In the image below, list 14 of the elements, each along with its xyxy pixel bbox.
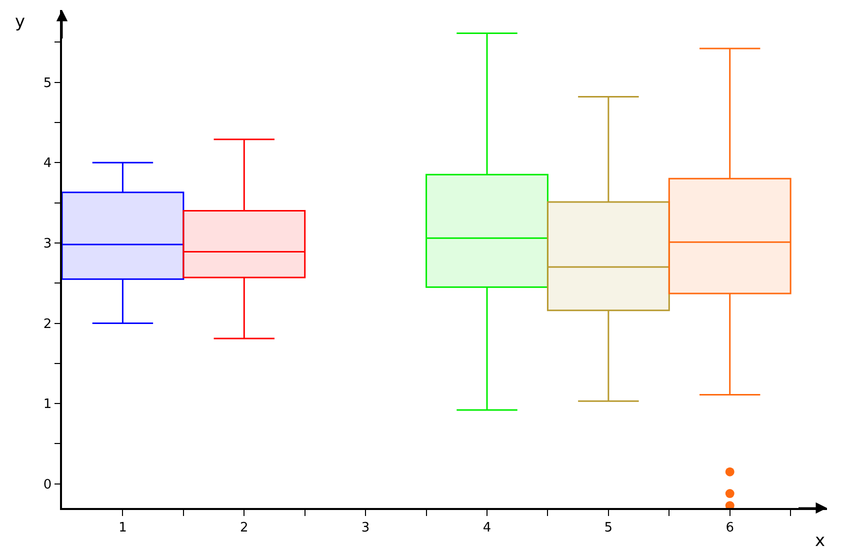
y-axis-title: y (15, 12, 26, 32)
y-tick-label: 4 (43, 156, 52, 172)
x-axis-title: x (815, 531, 826, 551)
x-tick-label: 6 (726, 520, 734, 536)
y-tick-label: 5 (43, 76, 52, 91)
y-tick-label: 1 (43, 397, 52, 412)
y-tick-label: 2 (43, 316, 52, 332)
x-tick-label: 3 (361, 520, 370, 536)
y-tick-label: 0 (43, 477, 52, 492)
x-tick-label: 4 (482, 520, 492, 536)
x-tick-label: 5 (604, 520, 613, 536)
y-tick-label: 3 (43, 236, 52, 252)
x-tick-label: 1 (118, 520, 127, 536)
x-tick-label: 2 (240, 520, 248, 536)
